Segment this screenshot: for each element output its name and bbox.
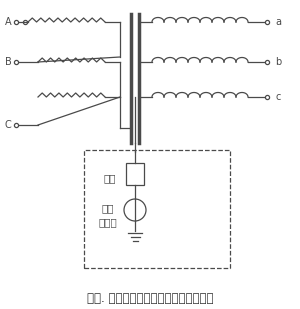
Text: b: b xyxy=(275,57,281,67)
Text: 图一. 变压器中性点接地电阻箱工作原理: 图一. 变压器中性点接地电阻箱工作原理 xyxy=(87,291,213,304)
Text: 电阻: 电阻 xyxy=(104,173,116,183)
Text: 电流
互感器: 电流 互感器 xyxy=(99,203,117,227)
Circle shape xyxy=(124,199,146,221)
Text: B: B xyxy=(4,57,11,67)
Text: a: a xyxy=(275,17,281,27)
Text: c: c xyxy=(275,92,280,102)
Bar xyxy=(84,150,230,268)
Bar xyxy=(126,163,144,185)
Text: A: A xyxy=(5,17,11,27)
Text: C: C xyxy=(4,120,11,130)
